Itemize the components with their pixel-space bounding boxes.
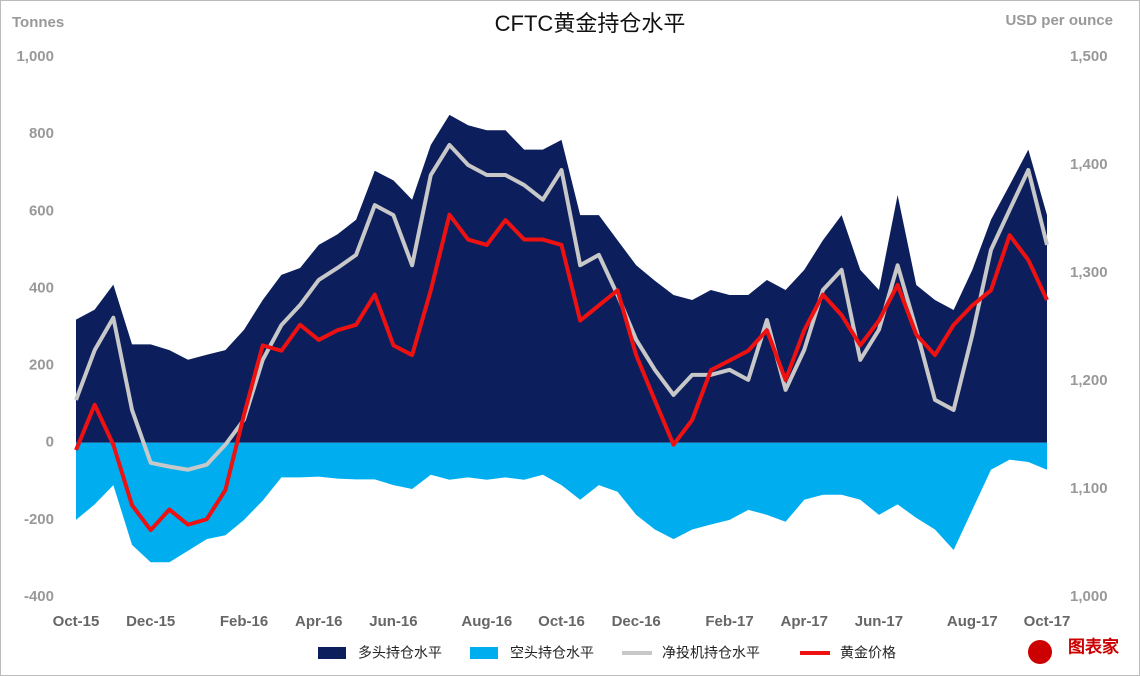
legend-label: 黄金价格 <box>840 645 896 661</box>
y2-tick-label: 1,300 <box>1070 264 1108 281</box>
legend-item: 黄金价格 <box>800 645 896 661</box>
y2-axis-title: USD per ounce <box>1005 12 1113 29</box>
brand-logo: 图表家 <box>1028 636 1119 664</box>
y-tick-label: -200 <box>24 511 54 528</box>
chart-title: CFTC黄金持仓水平 <box>495 11 686 36</box>
area <box>76 442 1047 563</box>
legend-item: 多头持仓水平 <box>318 645 442 661</box>
y2-tick-label: 1,100 <box>1070 480 1108 497</box>
legend-label: 多头持仓水平 <box>358 645 442 661</box>
y2-tick-label: 1,000 <box>1070 588 1108 605</box>
x-tick-label: Aug-16 <box>461 613 512 630</box>
area <box>76 114 1047 443</box>
y2-tick-label: 1,200 <box>1070 372 1108 389</box>
x-tick-label: Jun-16 <box>369 613 417 630</box>
y-axis-title: Tonnes <box>12 14 64 31</box>
y-tick-label: 200 <box>29 357 54 374</box>
x-tick-label: Oct-17 <box>1024 613 1071 630</box>
x-tick-label: Oct-15 <box>53 613 100 630</box>
y2-tick-label: 1,400 <box>1070 156 1108 173</box>
x-tick-label: Aug-17 <box>947 613 998 630</box>
y-tick-label: -400 <box>24 588 54 605</box>
x-tick-label: Apr-16 <box>295 613 343 630</box>
logo-text: 图表家 <box>1068 636 1119 656</box>
legend-label: 净投机持仓水平 <box>662 645 760 661</box>
x-tick-label: Apr-17 <box>780 613 828 630</box>
y-tick-label: 400 <box>29 279 54 296</box>
legend-item: 净投机持仓水平 <box>622 645 760 661</box>
x-tick-label: Dec-16 <box>612 613 661 630</box>
y2-tick-label: 1,500 <box>1070 48 1108 65</box>
x-tick-label: Feb-16 <box>220 613 268 630</box>
y-tick-label: 1,000 <box>16 48 54 65</box>
legend-swatch <box>318 647 346 659</box>
x-tick-label: Oct-16 <box>538 613 585 630</box>
x-tick-label: Jun-17 <box>855 613 903 630</box>
legend-label: 空头持仓水平 <box>510 645 594 661</box>
y-tick-label: 600 <box>29 202 54 219</box>
x-tick-label: Dec-15 <box>126 613 175 630</box>
line <box>74 212 1049 533</box>
legend-swatch <box>470 647 498 659</box>
x-tick-label: Feb-17 <box>705 613 753 630</box>
y-tick-label: 0 <box>46 434 54 451</box>
legend-item: 空头持仓水平 <box>470 645 594 661</box>
logo-icon <box>1028 640 1052 664</box>
y-tick-label: 800 <box>29 125 54 142</box>
